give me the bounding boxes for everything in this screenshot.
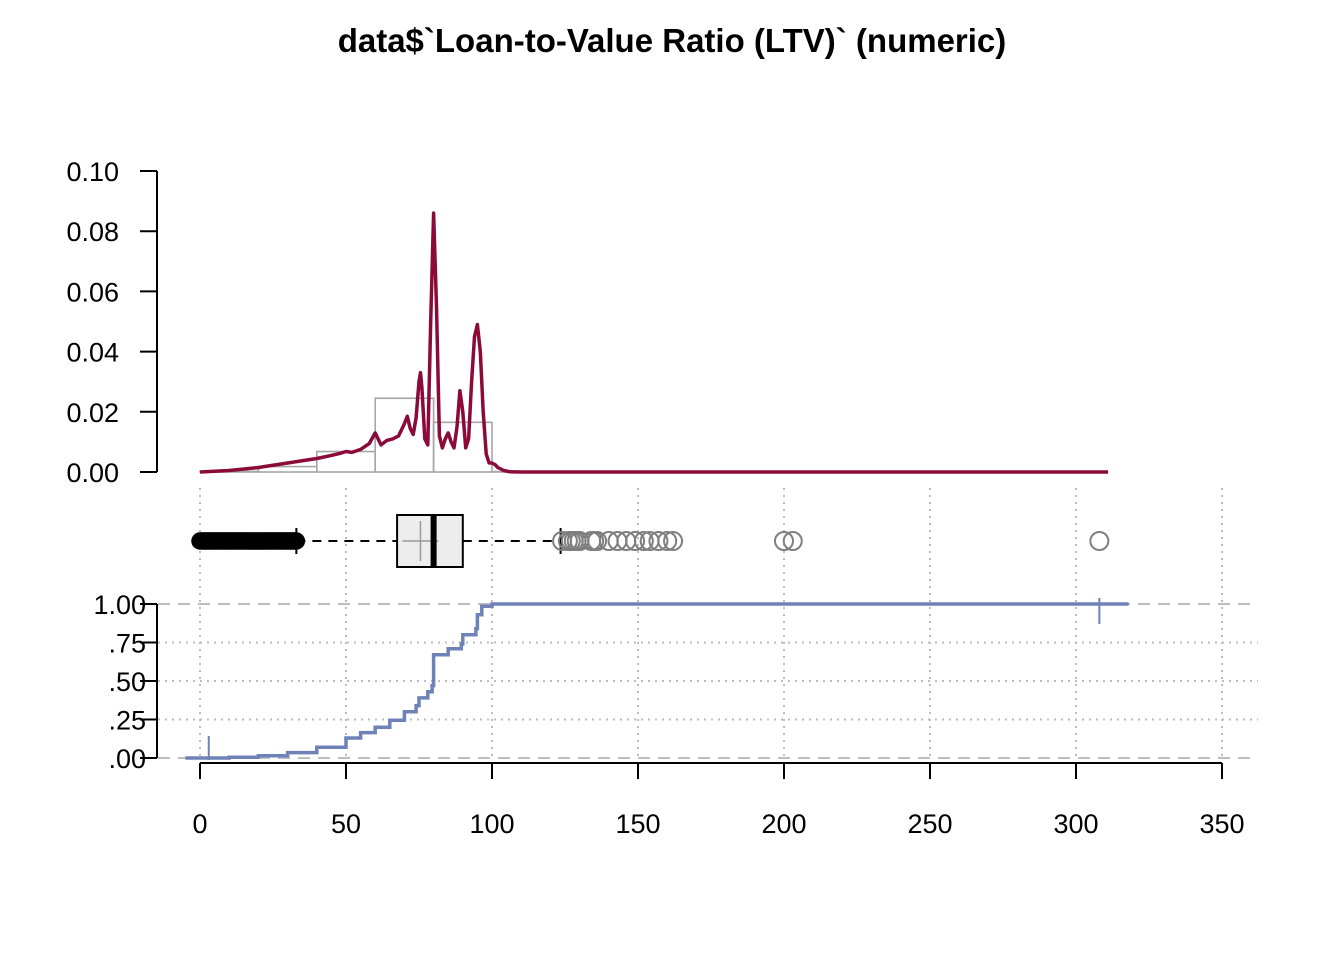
ecdf-y-tick-label: 1.00: [93, 590, 146, 620]
ecdf-y-tick-label: .50: [108, 667, 146, 697]
x-tick-label: 250: [907, 809, 952, 839]
outlier-point-high: [774, 531, 794, 551]
outlier-point-high: [587, 531, 608, 551]
x-tick-label: 100: [469, 809, 514, 839]
x-tick-label: 350: [1199, 809, 1244, 839]
boxplot-panel: [191, 514, 1110, 568]
density-y-tick-label: 0.08: [66, 217, 119, 247]
x-tick-label: 300: [1053, 809, 1098, 839]
x-tick-label: 200: [761, 809, 806, 839]
ecdf-y-tick-label: .00: [108, 744, 146, 774]
density-y-tick-label: 0.06: [66, 277, 119, 307]
ecdf-curve: [185, 602, 1129, 760]
outlier-point-high: [1089, 531, 1110, 551]
outlier-point-high: [648, 531, 669, 551]
density-y-tick-label: 0.04: [66, 338, 119, 368]
chart-title: data$`Loan-to-Value Ratio (LTV)` (numeri…: [338, 22, 1007, 59]
density-y-tick-label: 0.02: [66, 398, 119, 428]
x-axis: 0 50 100 150 200 250 300 350: [192, 762, 1245, 839]
x-tick-label: 150: [615, 809, 660, 839]
histogram-bar: [315, 450, 376, 473]
outlier-point-high: [782, 531, 803, 551]
outlier-point-high: [657, 531, 678, 551]
density-y-tick-label: 0.00: [66, 458, 119, 488]
ecdf-y-tick-label: .75: [108, 629, 146, 659]
density-y-tick-label: 0.10: [66, 157, 119, 187]
outlier-point-high: [663, 531, 684, 551]
ecdf-y-tick-label: .25: [108, 706, 146, 736]
x-tick-label: 50: [331, 809, 361, 839]
density-panel: 0.00 0.02 0.04 0.06 0.08 0.10: [66, 157, 1109, 488]
grid-layer: [158, 488, 1258, 759]
x-tick-label: 0: [192, 809, 207, 839]
ecdf-panel: .00 .25 .50 .75 1.00: [93, 590, 1129, 774]
density-curve: [199, 211, 1109, 474]
outlier-point-high: [625, 531, 646, 551]
outlier-point-high: [633, 531, 654, 551]
